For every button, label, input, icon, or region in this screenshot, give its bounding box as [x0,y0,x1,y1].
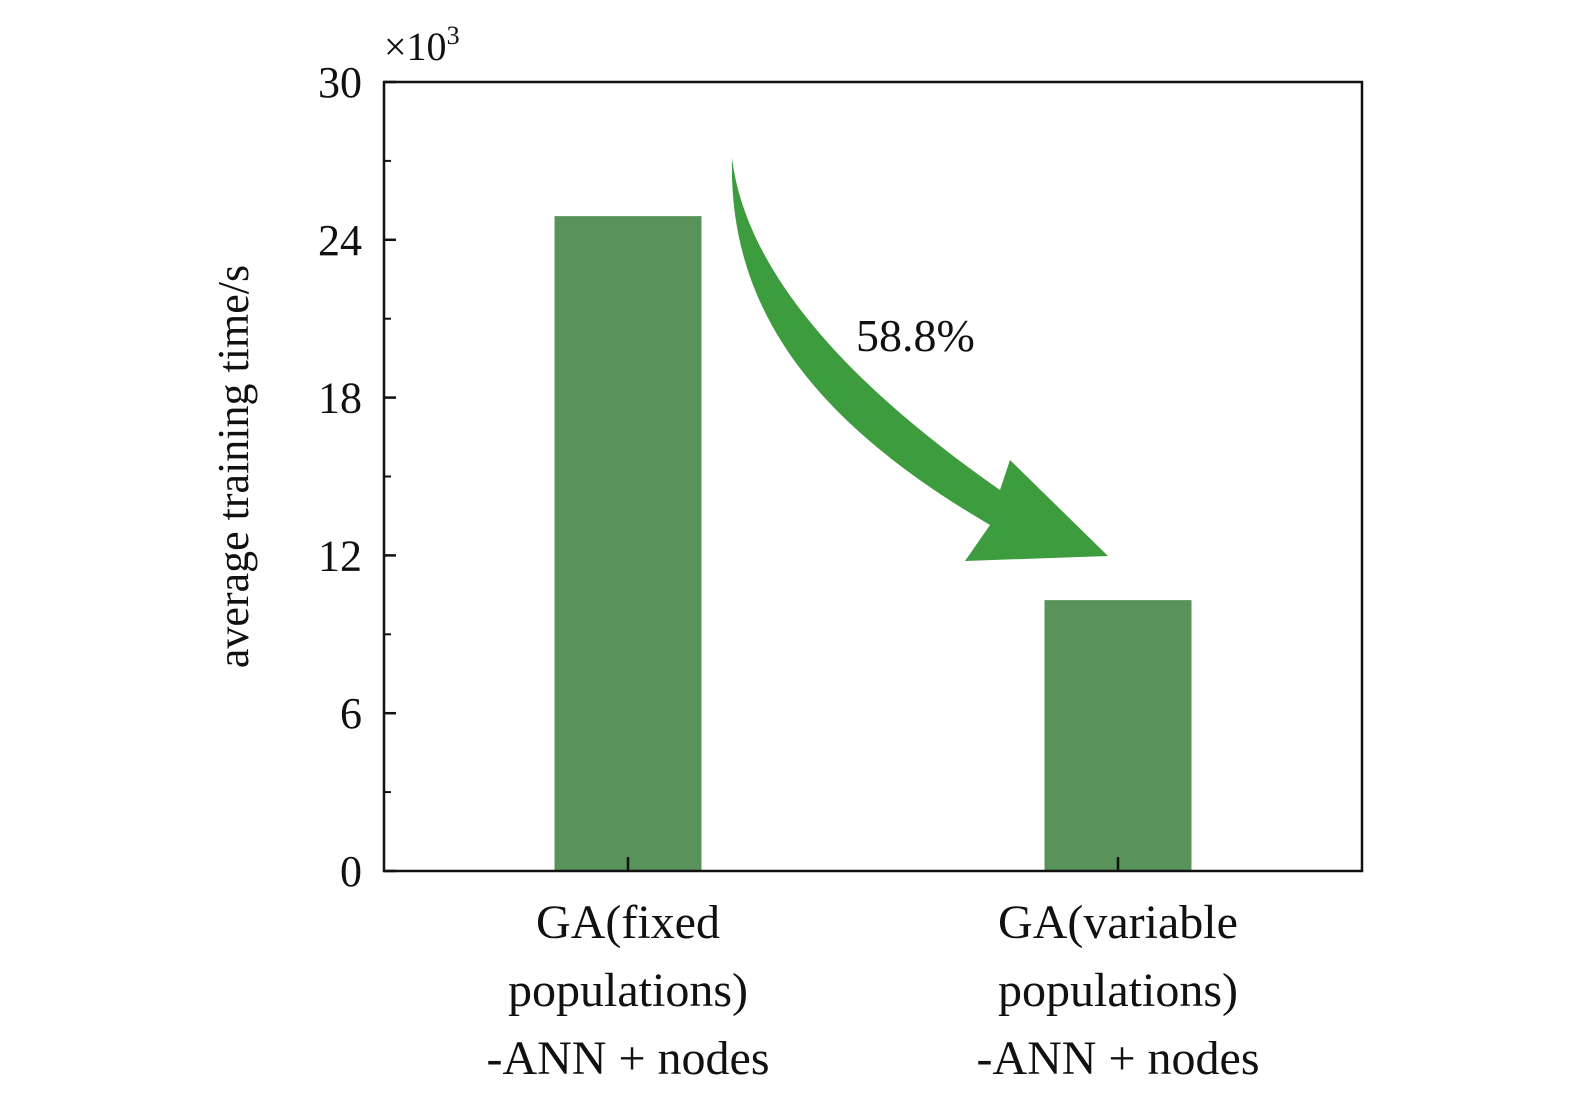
reduction-arrow [731,158,1108,561]
x-axis-ticks: GA(fixed populations) -ANN + nodes GA(varia… [486,857,1260,1085]
y-axis-multiplier: ×103 [384,21,460,69]
bar-1 [1044,600,1192,871]
y-axis-ticks: 0 6 12 18 24 30 [318,58,396,896]
bar-0 [554,216,702,871]
bars-group [554,216,1192,871]
y-axis-title: average training time/s [209,265,258,668]
plot-frame [382,80,1364,873]
x-category-label: GA(fixed populations) -ANN + nodes [486,896,769,1085]
y-axis-multiplier-base: ×10 [384,24,447,69]
reduction-annotation: 58.8% [856,310,975,361]
y-tick-label: 18 [318,374,362,423]
y-tick-label: 30 [318,58,362,107]
y-tick-label: 12 [318,531,362,580]
y-tick-label: 6 [340,689,362,738]
x-category-label: GA(variable populations) -ANN + nodes [976,896,1259,1085]
y-tick-label: 24 [318,216,362,265]
y-tick-label: 0 [340,847,362,896]
y-axis-multiplier-exponent: 3 [447,21,460,50]
